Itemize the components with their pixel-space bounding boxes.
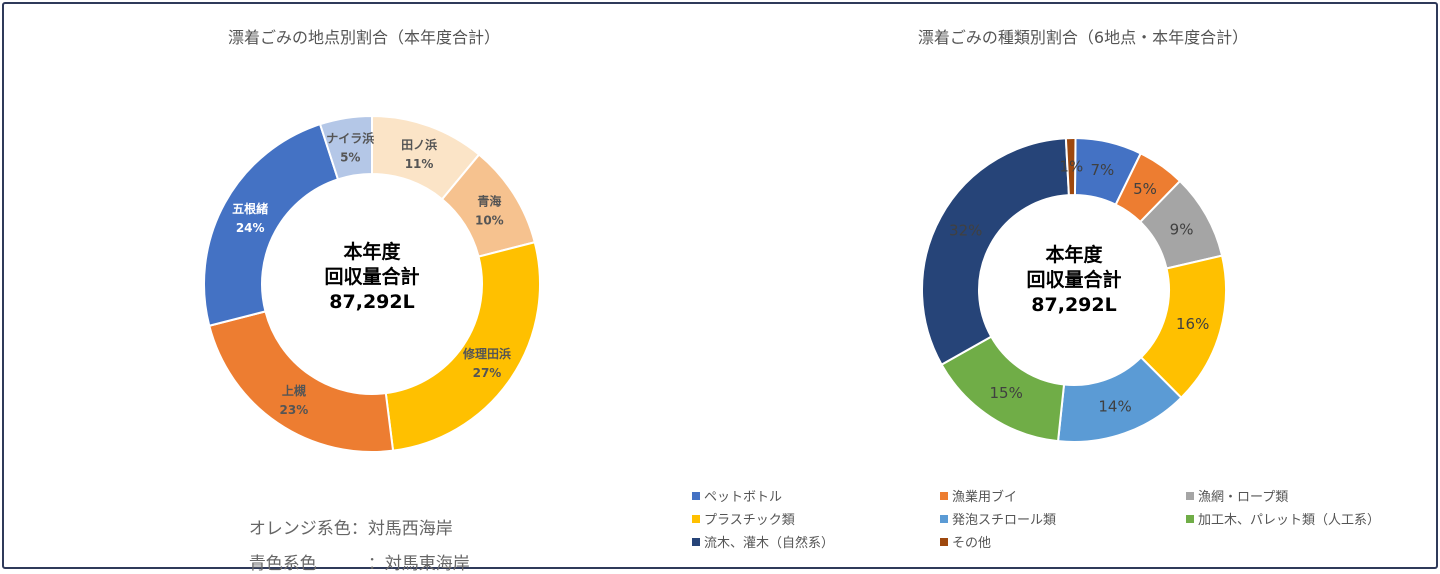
- left-slice-3: [208, 310, 395, 453]
- legend-item-5: 加工木、パレット類（人工系）: [1186, 509, 1380, 528]
- legend-item-0: ペットボトル: [692, 486, 782, 505]
- legend-swatch-1: [940, 491, 948, 500]
- right-center-line-2: 回収量合計: [1026, 268, 1121, 291]
- left-value-label-2: 27%: [473, 366, 502, 380]
- legend-label-5: 加工木、パレット類（人工系）: [1198, 513, 1381, 528]
- legend-label-7: その他: [952, 536, 992, 551]
- legend-label-3: プラスチック類: [704, 513, 795, 528]
- right-donut: [921, 136, 1227, 443]
- note-west: オレンジ系色：対馬西海岸: [238, 494, 453, 539]
- right-slice-7: [1064, 137, 1077, 197]
- right-value-label-4: 14%: [1098, 397, 1131, 415]
- left-category-label-0: 田ノ浜: [401, 137, 437, 152]
- right-value-label-0: 7%: [1091, 161, 1115, 179]
- right-value-label-2: 9%: [1170, 220, 1194, 238]
- left-value-label-5: 5%: [340, 151, 360, 165]
- left-slice-2: [384, 241, 541, 452]
- left-category-label-2: 修理田浜: [462, 346, 511, 361]
- left-donut-labels: 田ノ浜 11% 青海 10% 修理田浜 27% 上槻 23% 五根緒 24% ナイラ浜 5%: [232, 131, 511, 417]
- legend-label-0: ペットボトル: [704, 490, 783, 505]
- right-value-label-6: 32%: [949, 222, 982, 240]
- note-east-sep: ：: [367, 554, 385, 574]
- left-category-label-5: ナイラ浜: [326, 131, 374, 146]
- legend-swatch-6: [692, 537, 700, 546]
- right-center-line-1: 本年度: [1045, 243, 1103, 266]
- note-west-value: 対馬西海岸: [367, 519, 453, 539]
- right-donut-labels: 7% 5% 9% 16% 14% 15% 32% 1%: [949, 158, 1209, 416]
- left-category-label-3: 上槻: [282, 383, 306, 398]
- left-donut: [203, 114, 541, 453]
- legend-swatch-4: [940, 514, 948, 523]
- left-chart-title: 漂着ごみの地点別割合（本年度合計）: [228, 28, 500, 47]
- note-west-label: オレンジ系色: [248, 519, 351, 539]
- legend-swatch-7: [940, 537, 948, 546]
- legend-swatch-2: [1186, 491, 1194, 500]
- legend-item-7: その他: [940, 532, 991, 551]
- right-value-label-1: 5%: [1133, 180, 1157, 198]
- legend-swatch-5: [1186, 514, 1194, 523]
- left-slice-5: [318, 114, 373, 181]
- legend-swatch-3: [692, 514, 700, 523]
- left-center-line-2: 回収量合計: [324, 265, 419, 288]
- legend-item-3: プラスチック類: [692, 509, 795, 528]
- legend-swatch-0: [692, 491, 700, 500]
- legend-label-6: 流木、灌木（自然系）: [704, 536, 835, 551]
- right-slice-6: [921, 137, 1070, 367]
- left-category-label-4: 五根緒: [232, 201, 268, 216]
- legend-label-2: 漁網・ロープ類: [1198, 490, 1289, 505]
- left-category-label-1: 青海: [477, 194, 501, 209]
- right-value-label-5: 15%: [990, 384, 1023, 402]
- legend-item-1: 漁業用ブイ: [940, 486, 1017, 505]
- right-value-label-3: 16%: [1176, 315, 1209, 333]
- legend-item-6: 流木、灌木（自然系）: [692, 532, 834, 551]
- left-center-line-1: 本年度: [343, 240, 401, 263]
- legend-label-1: 漁業用ブイ: [952, 490, 1018, 505]
- note-west-sep: ：: [350, 519, 368, 539]
- left-value-label-1: 10%: [475, 214, 504, 228]
- left-value-label-0: 11%: [405, 157, 434, 171]
- left-value-label-3: 23%: [280, 403, 309, 417]
- note-east: 青色系色 ：対馬東海岸: [238, 529, 470, 574]
- legend-item-2: 漁網・ロープ類: [1186, 486, 1288, 505]
- note-east-value: 対馬東海岸: [384, 554, 470, 574]
- left-slice-4: [203, 122, 340, 327]
- left-center-line-3: 87,292L: [329, 291, 414, 313]
- note-east-label: 青色系色: [248, 554, 317, 574]
- right-value-label-7: 1%: [1059, 158, 1083, 176]
- right-chart-title: 漂着ごみの種類別割合（6地点・本年度合計）: [918, 28, 1248, 47]
- left-value-label-4: 24%: [236, 221, 265, 235]
- legend-label-4: 発泡スチロール類: [952, 513, 1057, 528]
- right-center-line-3: 87,292L: [1031, 294, 1116, 316]
- legend-item-4: 発泡スチロール類: [940, 509, 1056, 528]
